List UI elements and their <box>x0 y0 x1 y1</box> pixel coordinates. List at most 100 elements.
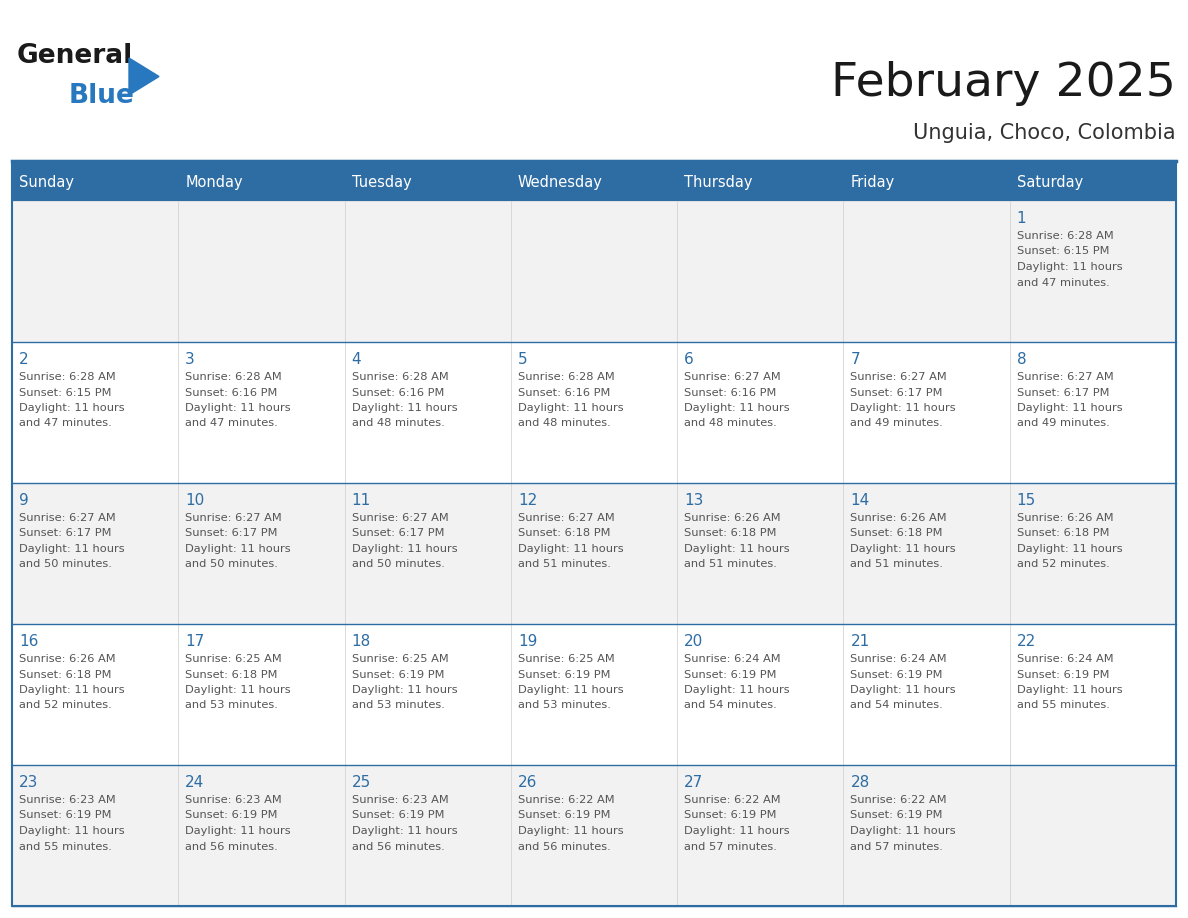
Text: 10: 10 <box>185 493 204 508</box>
Text: Daylight: 11 hours: Daylight: 11 hours <box>518 826 624 836</box>
Text: 16: 16 <box>19 634 38 649</box>
Bar <box>12 161 1176 906</box>
Bar <box>178 342 345 483</box>
Text: 11: 11 <box>352 493 371 508</box>
Text: and 52 minutes.: and 52 minutes. <box>1017 559 1110 569</box>
Bar <box>843 342 1010 483</box>
Text: Sunset: 6:18 PM: Sunset: 6:18 PM <box>1017 529 1110 539</box>
Text: Unguia, Choco, Colombia: Unguia, Choco, Colombia <box>914 123 1176 143</box>
Text: Daylight: 11 hours: Daylight: 11 hours <box>1017 544 1123 554</box>
Bar <box>12 342 178 483</box>
Text: Sunset: 6:17 PM: Sunset: 6:17 PM <box>185 529 278 539</box>
Text: Daylight: 11 hours: Daylight: 11 hours <box>684 544 790 554</box>
Text: Sunrise: 6:25 AM: Sunrise: 6:25 AM <box>518 654 614 664</box>
Text: Sunrise: 6:24 AM: Sunrise: 6:24 AM <box>684 654 781 664</box>
Text: Friday: Friday <box>851 174 895 189</box>
Text: and 53 minutes.: and 53 minutes. <box>185 700 278 711</box>
Text: Saturday: Saturday <box>1017 174 1083 189</box>
Text: 13: 13 <box>684 493 703 508</box>
Text: and 55 minutes.: and 55 minutes. <box>19 842 112 852</box>
Text: and 56 minutes.: and 56 minutes. <box>185 842 278 852</box>
Text: 24: 24 <box>185 775 204 790</box>
Text: Sunset: 6:18 PM: Sunset: 6:18 PM <box>518 529 611 539</box>
Text: and 54 minutes.: and 54 minutes. <box>851 700 943 711</box>
Text: Sunset: 6:16 PM: Sunset: 6:16 PM <box>518 387 611 397</box>
Text: Sunrise: 6:25 AM: Sunrise: 6:25 AM <box>185 654 282 664</box>
Text: Sunrise: 6:22 AM: Sunrise: 6:22 AM <box>851 795 947 805</box>
Text: 9: 9 <box>19 493 29 508</box>
Text: Sunrise: 6:28 AM: Sunrise: 6:28 AM <box>1017 231 1113 241</box>
Text: 23: 23 <box>19 775 38 790</box>
Text: Sunset: 6:16 PM: Sunset: 6:16 PM <box>352 387 444 397</box>
Text: Sunrise: 6:23 AM: Sunrise: 6:23 AM <box>19 795 115 805</box>
Text: Daylight: 11 hours: Daylight: 11 hours <box>1017 262 1123 272</box>
Bar <box>12 163 178 201</box>
Text: Sunset: 6:18 PM: Sunset: 6:18 PM <box>851 529 943 539</box>
Text: and 50 minutes.: and 50 minutes. <box>185 559 278 569</box>
Text: and 51 minutes.: and 51 minutes. <box>518 559 611 569</box>
Bar <box>843 765 1010 906</box>
Text: Sunday: Sunday <box>19 174 74 189</box>
Text: Daylight: 11 hours: Daylight: 11 hours <box>352 544 457 554</box>
Text: Sunset: 6:19 PM: Sunset: 6:19 PM <box>851 811 943 821</box>
Text: Daylight: 11 hours: Daylight: 11 hours <box>1017 403 1123 413</box>
Text: and 50 minutes.: and 50 minutes. <box>19 559 112 569</box>
Bar <box>12 624 178 765</box>
Text: Sunrise: 6:26 AM: Sunrise: 6:26 AM <box>684 513 781 523</box>
Bar <box>511 201 677 342</box>
Bar <box>12 201 178 342</box>
Bar <box>178 624 345 765</box>
Text: and 51 minutes.: and 51 minutes. <box>851 559 943 569</box>
Text: Sunrise: 6:27 AM: Sunrise: 6:27 AM <box>851 372 947 382</box>
Text: and 49 minutes.: and 49 minutes. <box>851 419 943 429</box>
Bar <box>345 201 511 342</box>
Text: 7: 7 <box>851 352 860 367</box>
Text: 18: 18 <box>352 634 371 649</box>
Text: Daylight: 11 hours: Daylight: 11 hours <box>19 685 125 695</box>
Text: Sunset: 6:17 PM: Sunset: 6:17 PM <box>19 529 112 539</box>
Text: Daylight: 11 hours: Daylight: 11 hours <box>851 685 956 695</box>
Text: Sunrise: 6:26 AM: Sunrise: 6:26 AM <box>19 654 115 664</box>
Text: and 51 minutes.: and 51 minutes. <box>684 559 777 569</box>
Text: Sunrise: 6:26 AM: Sunrise: 6:26 AM <box>1017 513 1113 523</box>
Text: Sunrise: 6:27 AM: Sunrise: 6:27 AM <box>1017 372 1113 382</box>
Text: Sunrise: 6:28 AM: Sunrise: 6:28 AM <box>19 372 115 382</box>
Text: 1: 1 <box>1017 211 1026 226</box>
Bar <box>178 765 345 906</box>
Bar <box>843 201 1010 342</box>
Bar <box>345 163 511 201</box>
Bar <box>677 201 843 342</box>
Text: Daylight: 11 hours: Daylight: 11 hours <box>1017 685 1123 695</box>
Text: Sunrise: 6:26 AM: Sunrise: 6:26 AM <box>851 513 947 523</box>
Text: Daylight: 11 hours: Daylight: 11 hours <box>518 544 624 554</box>
Text: Daylight: 11 hours: Daylight: 11 hours <box>851 826 956 836</box>
Text: 20: 20 <box>684 634 703 649</box>
Text: Sunrise: 6:23 AM: Sunrise: 6:23 AM <box>185 795 282 805</box>
Text: Sunrise: 6:22 AM: Sunrise: 6:22 AM <box>684 795 781 805</box>
Text: 22: 22 <box>1017 634 1036 649</box>
Text: Sunrise: 6:27 AM: Sunrise: 6:27 AM <box>684 372 781 382</box>
Bar <box>677 624 843 765</box>
Text: Daylight: 11 hours: Daylight: 11 hours <box>352 685 457 695</box>
Text: Sunrise: 6:28 AM: Sunrise: 6:28 AM <box>518 372 614 382</box>
Text: Sunrise: 6:23 AM: Sunrise: 6:23 AM <box>352 795 448 805</box>
Bar <box>345 483 511 624</box>
Text: Sunset: 6:15 PM: Sunset: 6:15 PM <box>1017 247 1110 256</box>
Text: Sunrise: 6:28 AM: Sunrise: 6:28 AM <box>352 372 448 382</box>
Text: Daylight: 11 hours: Daylight: 11 hours <box>352 403 457 413</box>
Text: and 49 minutes.: and 49 minutes. <box>1017 419 1110 429</box>
Bar <box>843 163 1010 201</box>
Text: Sunset: 6:19 PM: Sunset: 6:19 PM <box>518 669 611 679</box>
Text: Daylight: 11 hours: Daylight: 11 hours <box>684 826 790 836</box>
Text: Sunset: 6:19 PM: Sunset: 6:19 PM <box>19 811 112 821</box>
Text: and 52 minutes.: and 52 minutes. <box>19 700 112 711</box>
Text: Tuesday: Tuesday <box>352 174 411 189</box>
Text: Sunset: 6:17 PM: Sunset: 6:17 PM <box>352 529 444 539</box>
Text: February 2025: February 2025 <box>832 61 1176 106</box>
Text: and 54 minutes.: and 54 minutes. <box>684 700 777 711</box>
Text: Daylight: 11 hours: Daylight: 11 hours <box>352 826 457 836</box>
Text: Sunrise: 6:27 AM: Sunrise: 6:27 AM <box>19 513 115 523</box>
Text: and 56 minutes.: and 56 minutes. <box>352 842 444 852</box>
Text: Sunset: 6:18 PM: Sunset: 6:18 PM <box>185 669 278 679</box>
Text: Daylight: 11 hours: Daylight: 11 hours <box>185 685 291 695</box>
